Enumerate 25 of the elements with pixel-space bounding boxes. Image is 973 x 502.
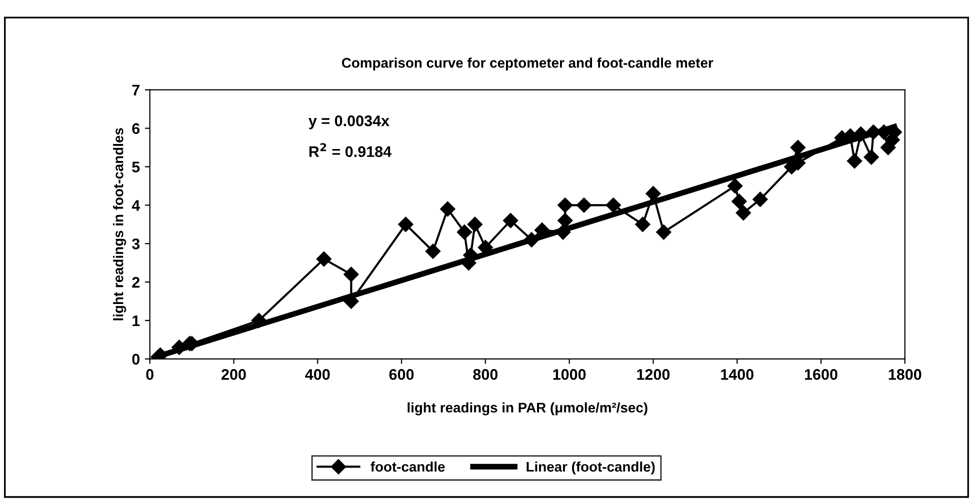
x-tick-label: 200 <box>222 369 246 380</box>
x-tick-label: 1800 <box>888 369 922 380</box>
y-tick-label: 4 <box>132 200 140 211</box>
y-tick-label: 7 <box>132 84 140 96</box>
y-axis-title: light readings in foot-candles <box>113 128 126 320</box>
y-tick-label: 0 <box>132 354 140 365</box>
annotation: R$^{2}$ = 0.9184 <box>309 143 392 158</box>
legend-label: foot-candle <box>370 461 445 472</box>
x-tick-label: 1200 <box>637 369 670 380</box>
x-tick-label: 1400 <box>721 369 754 380</box>
x-tick-label: 800 <box>473 369 498 380</box>
y-tick-label: 5 <box>132 162 140 172</box>
x-tick-label: 600 <box>389 369 414 380</box>
legend-label: Linear (foot-candle) <box>526 461 655 474</box>
x-tick-label: 1600 <box>804 369 838 380</box>
annotation: y = 0.0034x <box>308 115 390 130</box>
x-axis-title: light readings in PAR (μmole/m²/sec) <box>408 402 648 416</box>
y-tick-label: 1 <box>132 316 140 326</box>
y-tick-label: 2 <box>132 276 140 288</box>
chart-title: Comparison curve for ceptometer and foot-candle meter <box>342 58 714 71</box>
y-tick-label: 3 <box>132 238 140 250</box>
x-tick-label: 400 <box>305 369 330 380</box>
x-tick-label: 1000 <box>553 369 586 380</box>
x-tick-label: 0 <box>146 369 154 380</box>
y-tick-label: 6 <box>132 123 140 134</box>
